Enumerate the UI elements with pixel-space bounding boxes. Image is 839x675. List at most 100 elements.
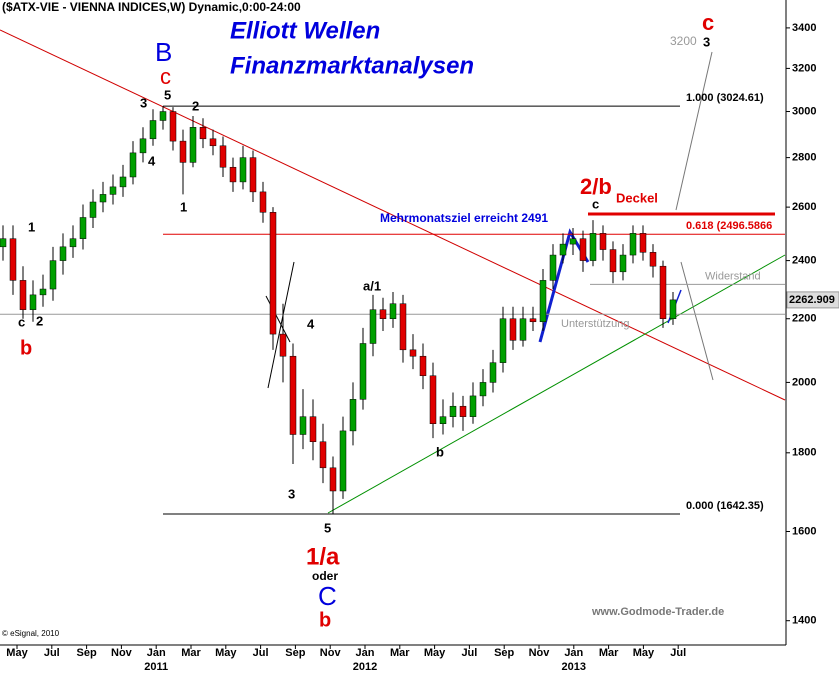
candle-body [49,260,57,290]
candle-body [349,399,357,432]
candle-body [469,395,477,417]
annotation: b [319,609,331,631]
x-tick-label: Jul [253,647,269,659]
y-tick-label: 1800 [792,447,816,459]
candle-body [0,238,7,248]
candle-body [489,362,497,383]
candle-body [9,238,17,281]
y-tick-label: 1600 [792,525,816,537]
y-tick-label: 2200 [792,313,816,325]
candle-body [669,299,677,319]
level-label: 1.000 (3024.61) [686,92,764,104]
annotation: c [18,314,25,329]
annotation: 2 [36,313,43,328]
candle-body [579,238,587,261]
annotation: 2/b [580,174,612,199]
annotation: 4 [148,153,156,168]
candle-body [219,145,227,168]
x-tick-label: Mar [181,647,201,659]
x-tick-label: May [6,647,28,659]
x-tick-label: Nov [320,647,342,659]
candle-body [289,355,297,435]
y-tick-label: 1400 [792,615,816,627]
level-label: Unterstützung [561,318,629,330]
candle-body [549,254,557,281]
candle-body [559,243,567,256]
x-tick-label: Jan [564,647,583,659]
y-tick-label: 3200 [792,62,816,74]
y-tick-label: 2000 [792,376,816,388]
candle-body [139,138,147,154]
annotation: c [592,196,599,211]
candle-body [279,333,287,357]
candle-body [589,233,597,261]
candle-body [269,212,277,335]
annotation: 5 [324,520,331,535]
candle-body [319,441,327,469]
annotation: b [20,337,32,359]
candle-body [399,303,407,351]
x-tick-label: Jul [44,647,60,659]
candle-body [99,194,107,203]
candle-body [629,233,637,256]
annotation: 3200 [670,34,697,48]
annotation: oder [312,569,338,583]
candle-body [169,111,177,142]
candle-body [659,265,667,319]
candle-body [459,405,467,417]
candle-body [259,191,267,213]
x-tick-label: Jul [461,647,477,659]
annotation: C [318,581,337,611]
candle-body [179,140,187,163]
candle-body [429,375,437,424]
annotation: 5 [164,87,171,102]
candle-body [309,416,317,443]
candle-body [29,294,37,310]
candle-body [649,252,657,267]
candle-body [89,201,97,218]
candle-body [129,152,137,178]
annotation: Finanzmarktanalysen [230,52,474,79]
candle-body [189,127,197,163]
x-tick-label: Sep [494,647,514,659]
candle-body [239,157,247,183]
last-price-box [786,291,839,309]
source: © eSignal, 2010 [2,629,60,638]
candle-body [529,318,537,323]
annotation: a/1 [363,278,381,293]
last-price-label: 2262.909 [789,294,835,306]
year-label: 2011 [144,661,168,673]
annotation: 1 [28,219,35,234]
x-tick-label: Sep [77,647,97,659]
candle-body [379,309,387,319]
candle-body [569,238,577,245]
candle-body [159,111,167,121]
y-tick-label: 2600 [792,201,816,213]
level-label: 0.618 (2496.5866 [686,220,772,232]
x-tick-label: May [215,647,237,659]
x-tick-label: May [633,647,655,659]
annotation: 2 [192,98,199,113]
annotation: Mehrmonatsziel erreicht 2491 [380,211,548,225]
candle-body [329,467,337,492]
uptrend-line [327,254,786,514]
candle-body [209,138,217,147]
candle-body [619,254,627,273]
chart-title: ($ATX-VIE - VIENNA INDICES,W) Dynamic,0:… [2,0,301,14]
candle-body [359,343,367,400]
candle-body [69,238,77,248]
candle-body [79,217,87,239]
candle-body [409,349,417,357]
candle-body [389,303,397,319]
candle-body [299,416,307,435]
x-tick-label: Jan [356,647,375,659]
x-tick-label: Nov [111,647,133,659]
candle-body [449,405,457,417]
projection-down [680,261,714,381]
annotation: 3 [703,34,710,49]
y-tick-label: 2400 [792,255,816,267]
x-tick-label: May [424,647,446,659]
annotation: Deckel [616,190,658,205]
candle-body [109,186,117,195]
